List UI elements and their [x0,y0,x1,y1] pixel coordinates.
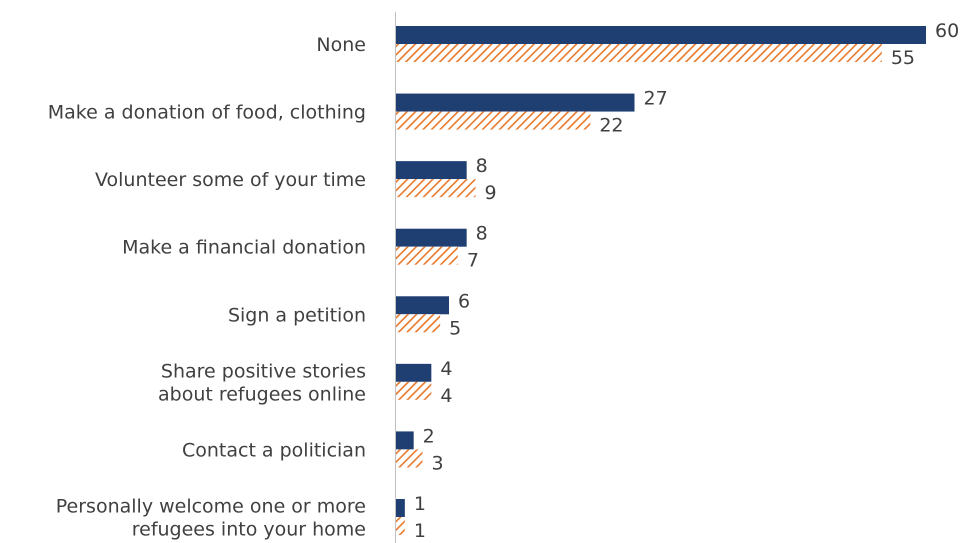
bar-series-1 [396,161,467,180]
category-label: Make a financial donation [122,237,366,259]
bar-series-1 [396,296,449,315]
data-label: 8 [476,223,488,245]
data-label: 2 [423,425,435,447]
data-label: 8 [476,155,488,177]
category-label: None [316,34,366,56]
bar-series-1 [396,363,432,382]
category-label: Volunteer some of your time [95,169,366,191]
bar-series-2 [396,381,432,400]
bar-series-1 [396,93,635,112]
data-label: 4 [440,385,452,407]
data-label: 4 [440,358,452,380]
labels-group: None 60 55 Make a donation of food, clothin… [48,20,959,542]
data-label: 55 [891,47,915,69]
category-label: Contact a politician [182,439,366,461]
data-label: 1 [414,520,426,542]
bar-series-2 [396,314,441,333]
category-label: Share positive stories about refugees onl… [158,360,366,405]
bar-series-2 [396,516,405,535]
bar-series-2 [396,111,591,130]
bar-series-1 [396,26,926,44]
data-label: 6 [458,290,470,312]
bar-series-1 [396,228,467,247]
bar-series-1 [396,431,414,450]
data-label: 7 [467,250,479,272]
data-label: 1 [414,493,426,515]
bar-series-2 [396,449,423,468]
category-label: Personally welcome one or more refugees i… [56,495,366,540]
category-label: Sign a petition [228,304,366,326]
data-label: 60 [935,20,959,42]
bar-series-2 [396,44,882,62]
bars-group [396,26,926,535]
data-label: 9 [484,182,496,204]
data-label: 22 [599,115,623,137]
data-label: 5 [449,317,461,339]
bar-series-2 [396,179,476,198]
data-label: 27 [643,88,667,110]
bar-series-1 [396,498,405,517]
data-label: 3 [431,452,443,474]
category-label: Make a donation of food, clothing [48,102,366,124]
bar-series-2 [396,246,458,265]
